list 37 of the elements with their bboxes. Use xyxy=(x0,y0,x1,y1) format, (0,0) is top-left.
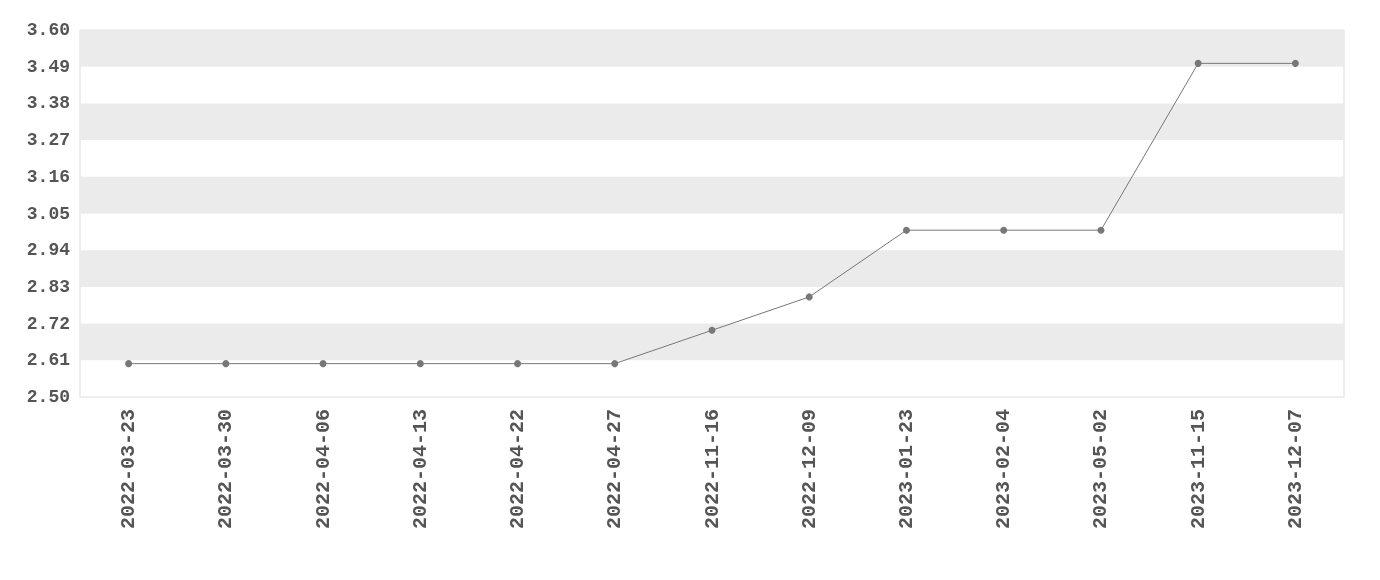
point xyxy=(514,360,522,368)
point xyxy=(902,226,910,234)
point xyxy=(1097,226,1105,234)
y-tick-label: 3.49 xyxy=(26,56,70,77)
point xyxy=(125,360,133,368)
point xyxy=(1291,59,1299,67)
y-tick-label: 3.16 xyxy=(26,166,70,187)
y-tick-label: 3.27 xyxy=(26,130,70,151)
x-tick-label: 2022-04-06 xyxy=(311,409,335,530)
point xyxy=(1000,226,1008,234)
x-tick-label: 2022-04-22 xyxy=(506,409,530,530)
y-tick-label: 3.05 xyxy=(26,203,70,224)
x-tick-label: 2022-12-09 xyxy=(797,409,821,530)
point xyxy=(708,326,716,334)
x-tick-label: 2023-01-23 xyxy=(894,409,918,530)
point xyxy=(805,293,813,301)
y-tick-label: 3.60 xyxy=(26,20,70,40)
x-tick-label: 2022-04-13 xyxy=(408,409,432,530)
x-tick-label: 2022-03-23 xyxy=(117,409,141,530)
x-tick-label: 2023-02-04 xyxy=(992,409,1016,530)
x-tick-label: 2023-05-02 xyxy=(1089,409,1113,530)
y-tick-label: 3.38 xyxy=(26,93,70,114)
y-tick-label: 2.61 xyxy=(26,350,71,371)
point xyxy=(319,360,327,368)
x-tick-label: 2022-11-16 xyxy=(700,409,724,530)
point xyxy=(222,360,230,368)
x-tick-label: 2023-11-15 xyxy=(1186,409,1210,530)
point xyxy=(1194,59,1202,67)
x-tick-label: 2022-03-30 xyxy=(214,409,238,530)
x-tick-label: 2023-12-07 xyxy=(1283,409,1307,530)
y-tick-label: 2.50 xyxy=(26,387,70,407)
y-tick-label: 2.83 xyxy=(26,276,70,297)
point xyxy=(416,360,424,368)
x-tick-label: 2022-04-27 xyxy=(603,409,627,530)
y-tick-label: 2.94 xyxy=(26,240,71,261)
point xyxy=(611,360,619,368)
y-tick-label: 2.72 xyxy=(26,313,70,334)
